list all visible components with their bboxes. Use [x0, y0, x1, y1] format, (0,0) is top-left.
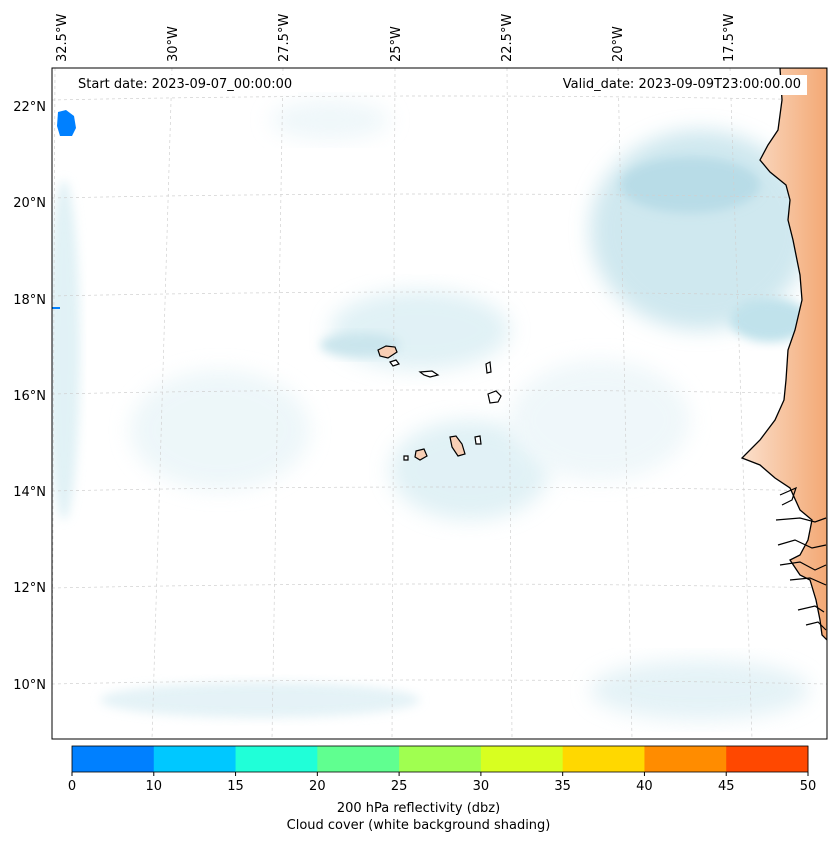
colorbar-tick-label: 30 — [473, 779, 490, 794]
colorbar-tick-label: 20 — [309, 779, 326, 794]
colorbar-tick-label: 25 — [391, 779, 408, 794]
lon-label: 17.5°W — [722, 14, 737, 62]
colorbar-segment — [562, 746, 645, 772]
island-sal — [485, 361, 492, 374]
lat-label: 10°N — [13, 678, 46, 693]
latitude-labels: 22°N 20°N 18°N 16°N 14°N 12°N 10°N — [13, 100, 46, 693]
island-sao-vicente — [389, 359, 400, 367]
lon-label: 32.5°W — [55, 14, 70, 62]
lat-label: 18°N — [13, 293, 46, 308]
colorbar-tick-label: 0 — [68, 779, 76, 794]
valid-date-label: Valid_date: 2023-09-09T23:00:00.00 — [556, 75, 807, 95]
longitude-labels: 32.5°W 30°W 27.5°W 25°W 22.5°W 20°W 17.5… — [55, 14, 737, 62]
colorbar-segment — [726, 746, 809, 772]
lon-label: 22.5°W — [500, 14, 515, 62]
colorbar-frame — [71, 745, 809, 773]
colorbar-tick-label: 15 — [227, 779, 244, 794]
lat-label: 12°N — [13, 581, 46, 596]
cape-verde-islands — [377, 345, 502, 461]
lat-label: 20°N — [13, 196, 46, 211]
start-date-label: Start date: 2023-09-07_00:00:00 — [72, 75, 299, 95]
colorbar-subtitle: Cloud cover (white background shading) — [286, 818, 551, 833]
reflectivity-cell — [57, 110, 76, 136]
lon-label: 30°W — [166, 26, 181, 62]
island-sao-nicolau — [418, 370, 440, 378]
africa-coast — [740, 68, 827, 641]
colorbar-segment — [72, 746, 155, 772]
lon-label: 25°W — [389, 26, 404, 62]
colorbar-segment — [235, 746, 318, 772]
island-santiago — [449, 435, 466, 457]
colorbar: 0 10 15 20 25 30 35 40 45 50 — [68, 745, 817, 794]
map-frame — [51, 67, 828, 740]
lon-label: 20°W — [611, 26, 626, 62]
lat-label: 16°N — [13, 389, 46, 404]
lat-label: 14°N — [13, 485, 46, 500]
colorbar-tick-label: 45 — [718, 779, 735, 794]
lon-label: 27.5°W — [277, 14, 292, 62]
island-brava — [403, 455, 409, 461]
colorbar-segment — [153, 746, 237, 772]
colorbar-segment — [644, 746, 727, 772]
colorbar-segment — [480, 746, 564, 772]
colorbar-tick-label: 35 — [554, 779, 571, 794]
reflectivity-mark — [52, 307, 60, 309]
colorbar-tick-label: 50 — [800, 779, 817, 794]
colorbar-tick-label: 40 — [636, 779, 653, 794]
map-area[interactable] — [48, 68, 827, 739]
colorbar-tick-label: 10 — [146, 779, 163, 794]
colorbar-segment — [317, 746, 400, 772]
island-maio — [474, 435, 482, 445]
lat-label: 22°N — [13, 100, 46, 115]
island-fogo — [414, 448, 428, 461]
island-boa-vista — [487, 390, 502, 404]
colorbar-title: 200 hPa reflectivity (dbz) — [336, 801, 501, 816]
island-santo-antao — [377, 345, 398, 359]
colorbar-segment — [399, 746, 482, 772]
